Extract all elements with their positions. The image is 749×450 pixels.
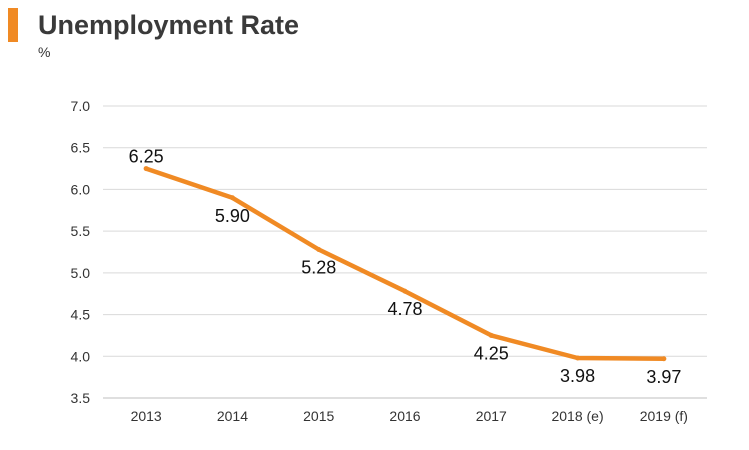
y-tick-label: 5.5 bbox=[71, 223, 91, 239]
x-tick-label: 2015 bbox=[303, 408, 334, 424]
chart-title: Unemployment Rate bbox=[38, 10, 300, 40]
data-point bbox=[316, 246, 322, 252]
series-line-layer bbox=[143, 166, 667, 362]
data-point bbox=[143, 166, 149, 172]
data-point bbox=[661, 356, 667, 362]
x-tick-label: 2017 bbox=[476, 408, 507, 424]
y-tick-label: 6.5 bbox=[71, 140, 91, 156]
data-labels: 6.25 5.90 5.28 4.78 4.25 3.98 3.97 bbox=[129, 147, 682, 387]
data-label: 4.25 bbox=[474, 343, 509, 363]
x-tick-label: 2019 (f) bbox=[640, 408, 688, 424]
data-point bbox=[402, 288, 408, 294]
data-label: 3.97 bbox=[646, 367, 681, 387]
data-point bbox=[575, 355, 581, 361]
data-label: 5.90 bbox=[215, 206, 250, 226]
x-tick-label: 2018 (e) bbox=[551, 408, 603, 424]
series-line bbox=[145, 166, 664, 362]
data-point bbox=[229, 195, 235, 201]
y-axis-ticks: 3.5 4.0 4.5 5.0 5.5 6.0 6.5 7.0 bbox=[71, 98, 91, 406]
data-label: 6.25 bbox=[129, 147, 164, 167]
y-tick-label: 4.5 bbox=[71, 307, 91, 323]
title-accent-bar bbox=[8, 8, 18, 42]
data-label: 5.28 bbox=[301, 257, 336, 277]
x-axis-ticks: 2013 2014 2015 2016 2017 2018 (e) 2019 (f) bbox=[131, 408, 688, 424]
y-tick-label: 3.5 bbox=[71, 390, 91, 406]
x-tick-label: 2016 bbox=[389, 408, 420, 424]
y-tick-label: 5.0 bbox=[71, 265, 91, 281]
y-tick-label: 4.0 bbox=[71, 348, 91, 364]
x-tick-label: 2013 bbox=[131, 408, 162, 424]
data-label: 3.98 bbox=[560, 366, 595, 386]
gridlines bbox=[103, 105, 707, 399]
y-tick-label: 7.0 bbox=[71, 98, 91, 114]
data-point bbox=[488, 332, 494, 338]
unit-label: % bbox=[38, 44, 51, 60]
data-label: 4.78 bbox=[387, 299, 422, 319]
y-tick-label: 6.0 bbox=[71, 181, 91, 197]
x-tick-label: 2014 bbox=[217, 408, 248, 424]
